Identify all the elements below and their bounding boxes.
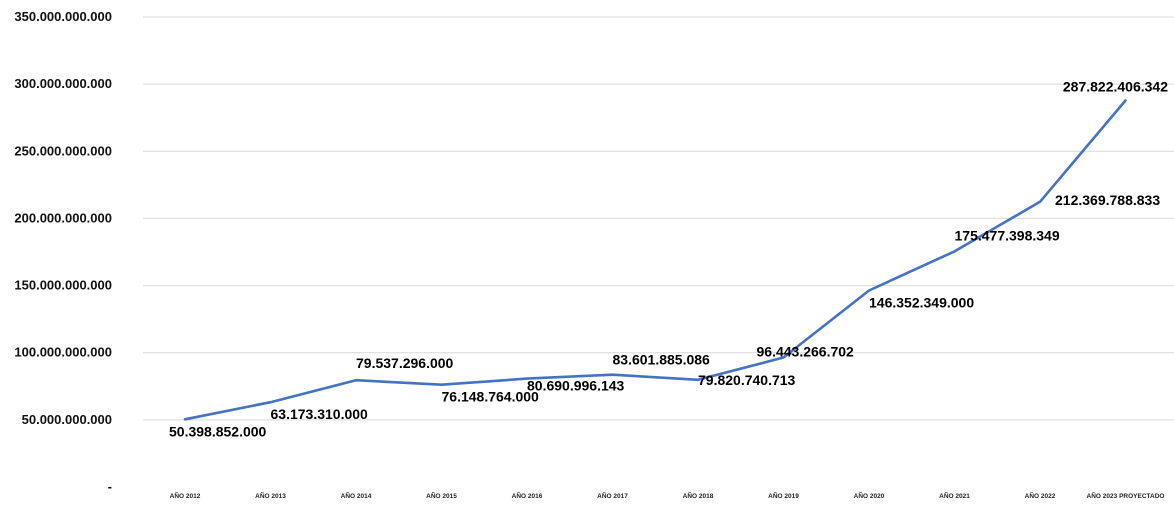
data-label: 79.820.740.713 [698,372,796,388]
series-line [183,99,1127,421]
data-label: 76.148.764.000 [442,389,540,405]
y-tick-label: 50.000.000.000 [22,412,112,427]
x-tick-label: AÑO 2012 [170,491,201,500]
x-tick-label: AÑO 2016 [512,491,543,500]
gridlines [143,16,1174,421]
x-tick-label: AÑO 2020 [854,491,885,500]
data-label: 79.537.296.000 [356,355,454,371]
x-tick-label: AÑO 2021 [939,491,970,500]
y-tick-label: - [108,479,112,494]
y-axis-tick-labels: - 50.000.000.000 100.000.000.000 150.000.00… [14,9,112,494]
data-label: 175.477.398.349 [955,227,1060,243]
data-label: 80.690.996.143 [527,378,625,394]
x-tick-label: AÑO 2015 [426,491,457,500]
y-tick-label: 200.000.000.000 [14,210,112,225]
x-tick-label: AÑO 2023 PROYECTADO [1087,491,1165,500]
y-tick-label: 100.000.000.000 [14,345,112,360]
series-layer [183,99,1127,421]
data-label: 50.398.852.000 [169,423,267,439]
data-label: 63.173.310.000 [271,406,369,422]
x-tick-label: AÑO 2014 [341,491,372,500]
data-label: 83.601.885.086 [613,352,711,368]
y-tick-label: 300.000.000.000 [14,76,112,91]
x-tick-label: AÑO 2018 [683,491,714,500]
y-tick-label: 350.000.000.000 [14,9,112,24]
data-label: 146.352.349.000 [869,294,974,310]
data-label: 96.443.266.702 [757,343,855,359]
y-tick-label: 150.000.000.000 [14,278,112,293]
x-tick-label: AÑO 2017 [597,491,628,500]
x-tick-label: AÑO 2013 [255,491,286,500]
data-label: 212.369.788.833 [1055,192,1160,208]
x-tick-label: AÑO 2022 [1025,491,1056,500]
data-label: 287.822.406.342 [1063,78,1168,94]
x-tick-label: AÑO 2019 [768,491,799,500]
x-axis-tick-labels: AÑO 2012 AÑO 2013 AÑO 2014 AÑO 2015 AÑO 2016… [170,491,1165,500]
y-tick-label: 250.000.000.000 [14,143,112,158]
